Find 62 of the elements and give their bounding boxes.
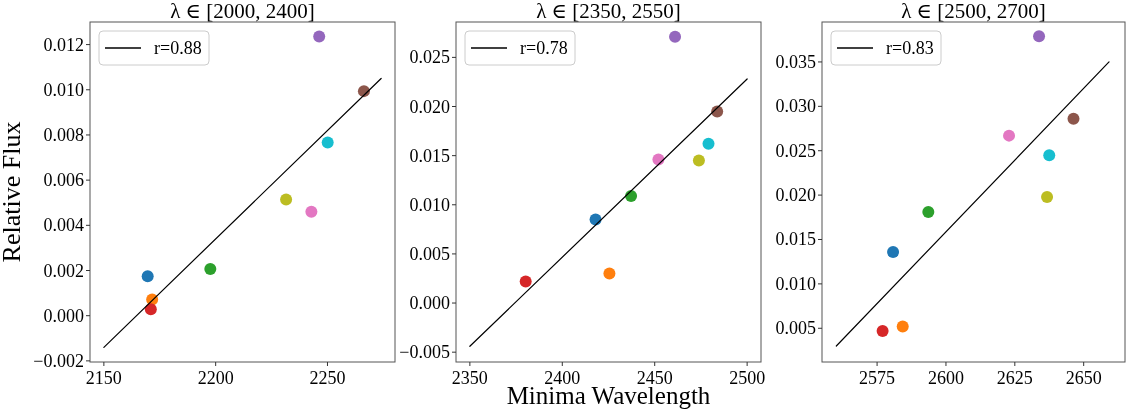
y-tick-label: 0.020: [409, 96, 450, 117]
y-tick-label: −0.002: [33, 350, 84, 371]
point: [204, 262, 217, 275]
point: [1067, 112, 1080, 125]
x-tick-label: 2625: [996, 368, 1033, 388]
x-tick-label: 2150: [85, 368, 122, 388]
y-tick-label: 0.002: [43, 260, 84, 281]
y-tick-label: 0.015: [409, 145, 450, 166]
x-tick-label: 2600: [927, 368, 964, 388]
y-tick-label: 0.004: [43, 215, 84, 236]
point: [702, 137, 715, 150]
x-tick-label: 2350: [451, 368, 488, 388]
x-tick-label: 2200: [197, 368, 234, 388]
y-tick-label: 0.005: [409, 243, 450, 264]
point: [1033, 30, 1046, 43]
y-tick-label: 0.025: [409, 47, 450, 68]
point: [896, 320, 909, 333]
y-tick-label: 0.010: [775, 273, 816, 294]
legend-label: r=0.88: [154, 38, 202, 58]
y-tick-label: 0.025: [775, 140, 816, 161]
x-tick-label: 2575: [859, 368, 896, 388]
y-tick-label: 0.010: [409, 194, 450, 215]
y-tick-label: 0.030: [775, 96, 816, 117]
point: [669, 30, 682, 43]
point: [652, 153, 665, 166]
legend-label: r=0.78: [520, 38, 568, 58]
point: [887, 245, 900, 258]
point: [1043, 149, 1056, 162]
point: [519, 275, 532, 288]
legend-label: r=0.83: [886, 38, 934, 58]
point: [321, 136, 334, 149]
point: [280, 193, 293, 206]
chart-title: λ ∈ [2350, 2550]: [536, 0, 681, 23]
x-tick-label: 2500: [729, 368, 766, 388]
point: [144, 303, 157, 316]
y-tick-label: 0.000: [409, 293, 450, 314]
y-tick-label: −0.005: [399, 342, 450, 363]
y-tick-label: 0.015: [775, 229, 816, 250]
point: [1041, 190, 1054, 203]
point: [876, 324, 889, 337]
x-tick-label: 2650: [1065, 368, 1102, 388]
y-tick-label: 0.006: [43, 170, 84, 191]
point: [1003, 129, 1016, 142]
x-tick-label: 2400: [544, 368, 581, 388]
point: [603, 267, 616, 280]
point: [313, 30, 326, 43]
y-tick-label: 0.010: [43, 79, 84, 100]
y-tick-label: 0.008: [43, 124, 84, 145]
point: [692, 154, 705, 167]
point: [922, 205, 935, 218]
y-tick-label: 0.020: [775, 185, 816, 206]
y-tick-label: 0.000: [43, 305, 84, 326]
point: [305, 205, 318, 218]
x-tick-label: 2450: [636, 368, 673, 388]
x-tick-label: 2250: [309, 368, 346, 388]
y-tick-label: 0.012: [43, 34, 84, 55]
chart-title: λ ∈ [2500, 2700]: [901, 0, 1046, 23]
y-tick-label: 0.035: [775, 51, 816, 72]
chart-title: λ ∈ [2000, 2400]: [170, 0, 315, 23]
y-axis-title: Relative Flux: [0, 121, 26, 263]
y-tick-label: 0.005: [775, 318, 816, 339]
point: [141, 270, 154, 283]
